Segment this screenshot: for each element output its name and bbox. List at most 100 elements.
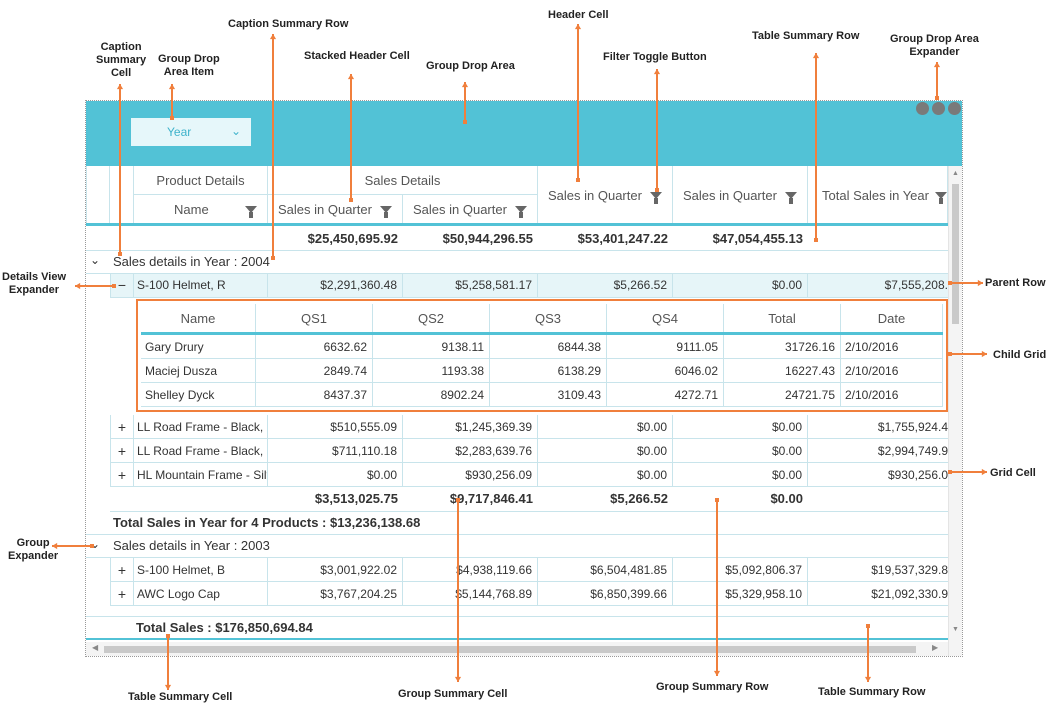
group-caption-2003: Sales details in Year : 2003	[113, 538, 270, 553]
details-view-expander[interactable]: +	[110, 415, 134, 439]
child-grid-cell: Shelley Dyck	[141, 383, 256, 407]
callout-filter-toggle-button: Filter Toggle Button	[603, 51, 707, 63]
expander-dot-icon[interactable]	[916, 102, 929, 115]
group-drop-area[interactable]: Year ⌄	[86, 101, 962, 166]
group-caption-2004: Sales details in Year : 2004	[113, 254, 270, 269]
callout-stacked-header-cell: Stacked Header Cell	[304, 50, 410, 62]
details-view-expander[interactable]: +	[110, 582, 134, 606]
header-cell-q1[interactable]: Sales in Quarter	[268, 195, 403, 225]
scroll-down-icon[interactable]: ▼	[952, 626, 959, 633]
group-expander-2004[interactable]: ⌄	[90, 253, 101, 267]
filter-icon[interactable]	[380, 206, 392, 218]
parent-q2: $5,258,581.17	[403, 274, 538, 298]
annotation-arrow-head	[269, 34, 277, 40]
child-header-cell[interactable]: Total	[724, 304, 841, 332]
group-drop-area-item[interactable]: Year ⌄	[131, 118, 251, 146]
annotation-arrow-head	[574, 24, 582, 30]
annotation-arrow-head	[864, 676, 872, 682]
grid-cell-q4: $0.00	[673, 463, 808, 487]
caption-summary-q2: $50,944,296.55	[442, 231, 533, 246]
child-header-cell[interactable]: QS1	[256, 304, 373, 332]
callout-group-drop-area-expander: Group Drop Area Expander	[890, 33, 979, 58]
callout-table-summary-row-top: Table Summary Row	[752, 30, 860, 42]
row-line	[86, 557, 948, 558]
group-summary-q2: $9,717,846.41	[449, 491, 533, 506]
header-divider	[86, 223, 948, 226]
caption-summary-q4: $47,054,455.13	[712, 231, 803, 246]
vertical-scroll-thumb[interactable]	[952, 184, 959, 324]
grid-cell-total: $2,994,749.9	[808, 439, 948, 463]
stacked-header-product: Product Details	[134, 166, 268, 195]
caption-summary-q1: $25,450,695.92	[307, 231, 398, 246]
details-view-expander[interactable]: +	[110, 558, 134, 582]
group-summary-q4: $0.00	[770, 491, 803, 506]
child-grid-cell: 6844.38	[490, 335, 607, 359]
horizontal-scroll-thumb[interactable]	[104, 646, 916, 653]
child-header-cell[interactable]: QS2	[373, 304, 490, 332]
scroll-up-icon[interactable]: ▲	[952, 170, 959, 177]
callout-group-drop-area-item: Group Drop Area Item	[158, 53, 220, 78]
callout-group-summary-cell: Group Summary Cell	[398, 688, 508, 700]
annotation-arrow-head	[713, 670, 721, 676]
child-header-cell[interactable]: QS4	[607, 304, 724, 332]
grid-cell-name: LL Road Frame - Black, 52	[134, 439, 268, 463]
filter-toggle-button[interactable]	[650, 191, 662, 204]
row-line	[86, 250, 948, 251]
header-cell-name[interactable]: Name	[134, 195, 268, 225]
header-cell-q2[interactable]: Sales in Quarter	[403, 195, 538, 225]
header-cell-total[interactable]: Total Sales in Year	[808, 166, 948, 225]
filter-icon[interactable]	[245, 206, 257, 218]
grid-cell-q1: $510,555.09	[268, 415, 403, 439]
child-grid-cell: 9138.11	[373, 335, 490, 359]
annotation-arrow-head	[933, 62, 941, 68]
group-drop-item-label: Year	[167, 125, 192, 139]
group-expander-2003[interactable]: ⌄	[90, 537, 101, 551]
annotation-arrow-head	[981, 468, 987, 476]
header-name-label: Name	[174, 202, 209, 217]
grid-cell-q2: $4,938,119.66	[403, 558, 538, 582]
annotation-arrow-head	[164, 684, 172, 690]
child-header-cell[interactable]: Date	[841, 304, 943, 332]
details-view-expander[interactable]: −	[110, 274, 134, 298]
grid-cell-q4: $5,092,806.37	[673, 558, 808, 582]
expander-dot-icon[interactable]	[932, 102, 945, 115]
callout-table-summary-row-bottom: Table Summary Row	[818, 686, 926, 698]
annotation-arrow-head	[461, 82, 469, 88]
child-grid-cell: 1193.38	[373, 359, 490, 383]
header-indent-cell	[86, 166, 110, 225]
child-header-cell[interactable]: QS3	[490, 304, 607, 332]
callout-table-summary-cell: Table Summary Cell	[128, 691, 233, 703]
grid-cell-q2: $5,144,768.89	[403, 582, 538, 606]
filter-icon[interactable]	[515, 206, 527, 218]
child-header-cell[interactable]: Name	[141, 304, 256, 332]
row-line	[86, 534, 948, 535]
callout-child-grid: Child Grid	[993, 349, 1047, 361]
parent-row[interactable]	[110, 274, 948, 298]
callout-group-drop-area: Group Drop Area	[426, 60, 515, 72]
expander-dot-icon[interactable]	[948, 102, 961, 115]
child-grid-cell: 3109.43	[490, 383, 607, 407]
filter-icon[interactable]	[785, 191, 797, 204]
parent-q1: $2,291,360.48	[268, 274, 403, 298]
horizontal-scrollbar[interactable]: ◀ ▶	[86, 642, 948, 656]
header-cell-q3[interactable]: Sales in Quarter	[538, 166, 673, 225]
grid-cell-total: $19,537,329.8	[808, 558, 948, 582]
grid-cell-q1: $3,001,922.02	[268, 558, 403, 582]
child-grid-cell: 24721.75	[724, 383, 841, 407]
grid-cell-q3: $0.00	[538, 415, 673, 439]
grid-cell-q1: $3,767,204.25	[268, 582, 403, 606]
filter-icon[interactable]	[935, 191, 947, 204]
grid-cell-total: $1,755,924.4	[808, 415, 948, 439]
annotation-arrow-head	[981, 350, 987, 358]
details-view-expander[interactable]: +	[110, 439, 134, 463]
scroll-right-icon[interactable]: ▶	[932, 643, 939, 652]
chevron-down-icon[interactable]: ⌄	[230, 124, 241, 138]
details-view-expander[interactable]: +	[110, 463, 134, 487]
annotation-arrow-head	[812, 53, 820, 59]
annotation-arrow-head	[168, 84, 176, 90]
child-grid-cell: 16227.43	[724, 359, 841, 383]
scroll-left-icon[interactable]: ◀	[92, 643, 99, 652]
header-cell-q4[interactable]: Sales in Quarter	[673, 166, 808, 225]
vertical-scrollbar[interactable]: ▲ ▼	[948, 166, 962, 656]
group-summary-q3: $5,266.52	[610, 491, 668, 506]
